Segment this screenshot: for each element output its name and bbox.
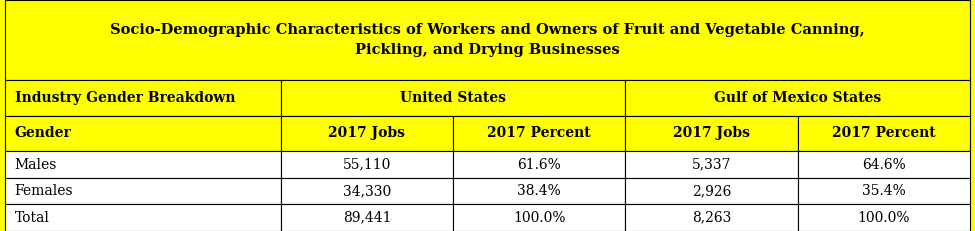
Bar [281,204,453,231]
Bar [625,151,798,178]
Text: 100.0%: 100.0% [513,211,566,225]
Bar [5,178,281,204]
Text: United States: United States [400,91,506,105]
Bar [281,80,625,116]
Bar [5,0,970,80]
Text: 34,330: 34,330 [343,184,391,198]
Bar [453,116,625,151]
Text: Females: Females [15,184,73,198]
Text: 8,263: 8,263 [692,211,731,225]
Bar [281,116,453,151]
Text: Total: Total [15,211,50,225]
Bar [798,204,970,231]
Text: 89,441: 89,441 [343,211,391,225]
Text: Gender: Gender [15,126,71,140]
Bar [5,80,281,116]
Text: 2017 Percent: 2017 Percent [488,126,591,140]
Text: 5,337: 5,337 [692,158,731,172]
Text: 2017 Jobs: 2017 Jobs [673,126,750,140]
Text: 2017 Percent: 2017 Percent [832,126,936,140]
Bar [798,116,970,151]
Bar [798,151,970,178]
Text: 61.6%: 61.6% [518,158,562,172]
Bar [5,151,281,178]
Text: 100.0%: 100.0% [858,211,911,225]
Bar [453,178,625,204]
Bar [453,151,625,178]
Text: 38.4%: 38.4% [518,184,562,198]
Text: 2017 Jobs: 2017 Jobs [329,126,406,140]
Text: Males: Males [15,158,57,172]
Bar [625,204,798,231]
Text: Gulf of Mexico States: Gulf of Mexico States [714,91,881,105]
Text: Industry Gender Breakdown: Industry Gender Breakdown [15,91,235,105]
Bar [281,151,453,178]
Text: Socio-Demographic Characteristics of Workers and Owners of Fruit and Vegetable C: Socio-Demographic Characteristics of Wor… [110,23,865,57]
Text: 55,110: 55,110 [343,158,391,172]
Bar [625,116,798,151]
Bar [5,116,281,151]
Bar [625,80,970,116]
Text: 64.6%: 64.6% [862,158,906,172]
Text: 2,926: 2,926 [692,184,731,198]
Bar [5,204,281,231]
Bar [798,178,970,204]
Bar [625,178,798,204]
Text: 35.4%: 35.4% [862,184,906,198]
Bar [281,178,453,204]
Bar [453,204,625,231]
